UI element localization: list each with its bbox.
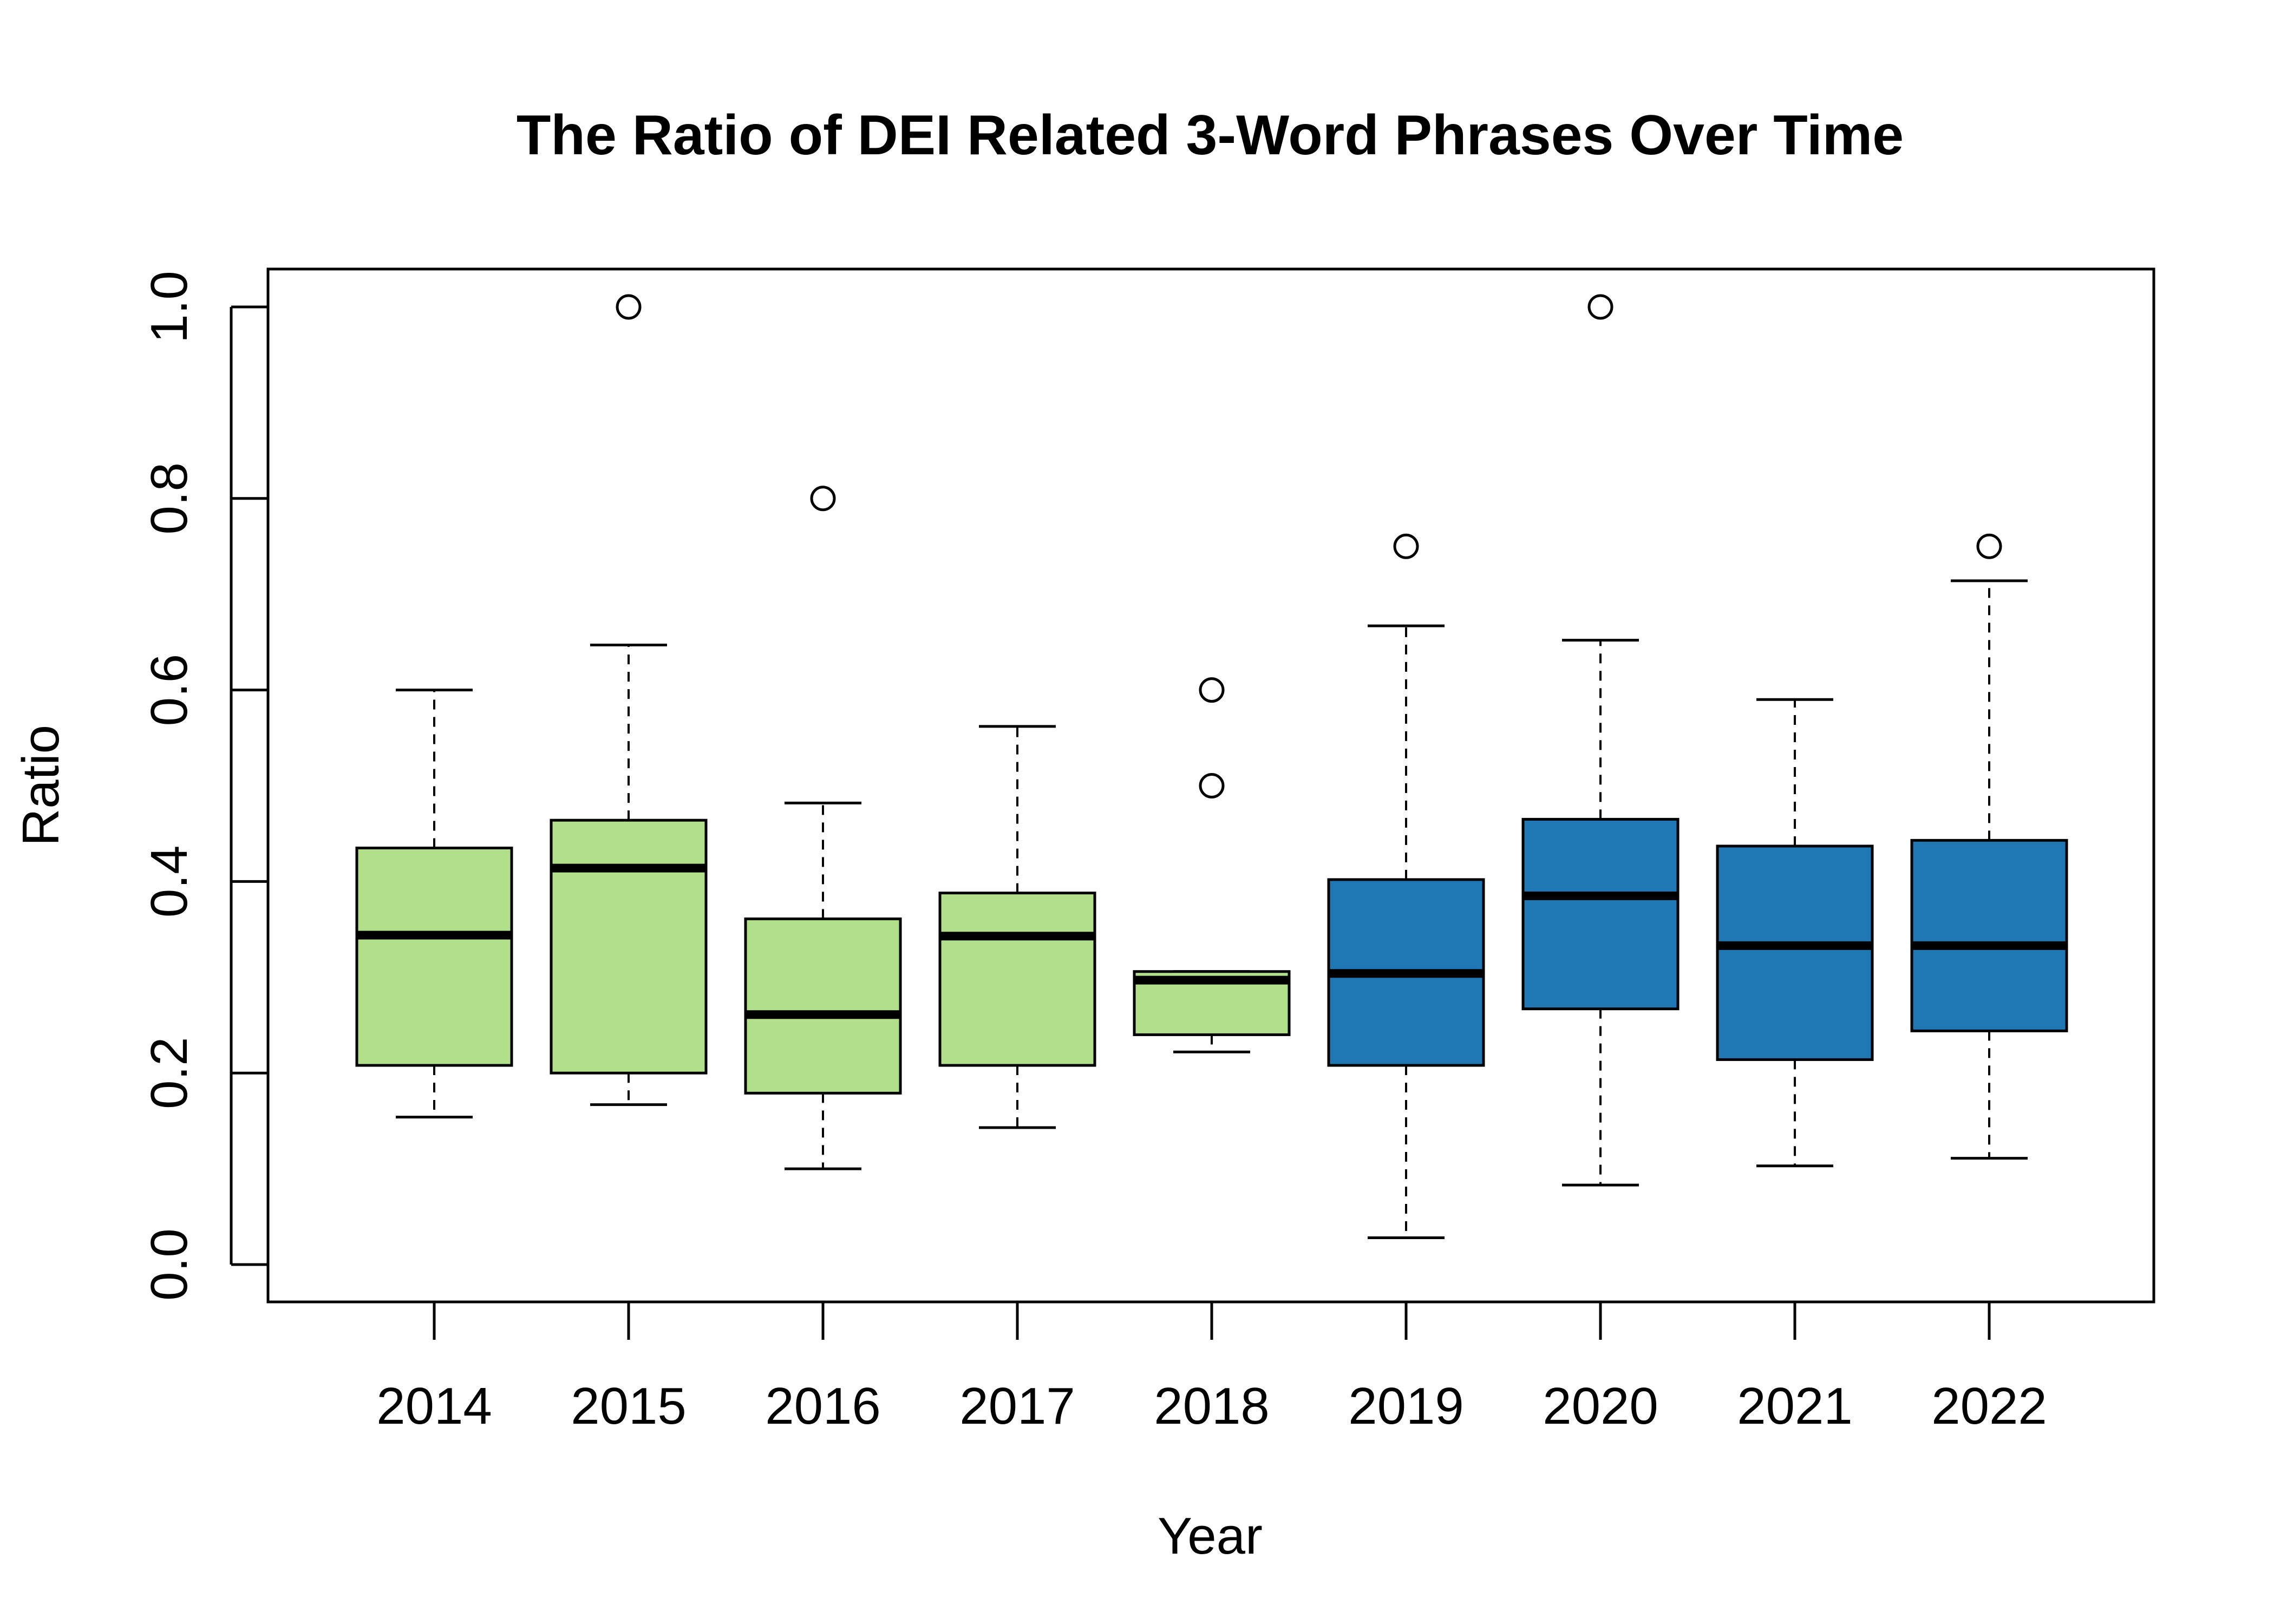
x-tick-label-2020: 2020	[1543, 1377, 1658, 1435]
boxes-layer	[355, 294, 2068, 1239]
box-group-2015	[550, 294, 708, 1106]
y-tick-label-0.4: 0.4	[140, 846, 198, 918]
y-axis: 0.0 0.2 0.4 0.6 0.8 1.0	[140, 271, 268, 1301]
outlier-point-2018-2	[1199, 677, 1225, 703]
x-axis: 2014 2015 2016 2017 2018 2019 2020 2021 2022	[376, 1300, 2047, 1435]
box-2020	[1521, 817, 1680, 1011]
y-tick-label-0.8: 0.8	[140, 462, 198, 534]
box-group-2014	[355, 689, 513, 1119]
box-2021	[1716, 844, 1874, 1061]
x-tick-label-2021: 2021	[1737, 1377, 1853, 1435]
x-tick-label-2018: 2018	[1154, 1377, 1270, 1435]
box-group-2021	[1716, 698, 1874, 1168]
outlier-point-2016-1	[810, 486, 836, 512]
box-group-2018	[1133, 677, 1291, 1053]
outlier-point-2020-1	[1587, 294, 1613, 320]
outlier-point-2015-1	[616, 294, 642, 320]
chart-title: The Ratio of DEI Related 3-Word Phrases …	[517, 104, 1904, 167]
y-tick-label-1.0: 1.0	[140, 271, 198, 343]
box-2016	[744, 917, 902, 1095]
y-tick-label-0.0: 0.0	[140, 1228, 198, 1300]
x-tick-label-2017: 2017	[959, 1377, 1075, 1435]
x-tick-label-2014: 2014	[376, 1377, 492, 1435]
box-group-2019	[1327, 533, 1485, 1239]
box-2014	[355, 846, 513, 1067]
box-group-2017	[938, 725, 1096, 1129]
box-2015	[550, 818, 708, 1075]
outlier-point-2019-1	[1393, 533, 1419, 559]
x-tick-label-2015: 2015	[571, 1377, 687, 1435]
y-tick-label-0.2: 0.2	[140, 1037, 198, 1109]
x-tick-label-2016: 2016	[765, 1377, 881, 1435]
box-group-2016	[744, 486, 902, 1170]
outlier-point-2022-1	[1976, 533, 2002, 559]
box-2017	[938, 892, 1096, 1067]
x-tick-label-2019: 2019	[1348, 1377, 1464, 1435]
y-tick-label-0.6: 0.6	[140, 654, 198, 726]
x-axis-label: Year	[1158, 1507, 1263, 1565]
outlier-point-2018-1	[1199, 773, 1225, 798]
box-2022	[1910, 839, 2068, 1032]
box-group-2022	[1910, 533, 2068, 1160]
y-axis-label: Ratio	[12, 725, 70, 846]
box-group-2020	[1521, 294, 1680, 1187]
x-tick-label-2022: 2022	[1931, 1377, 2047, 1435]
